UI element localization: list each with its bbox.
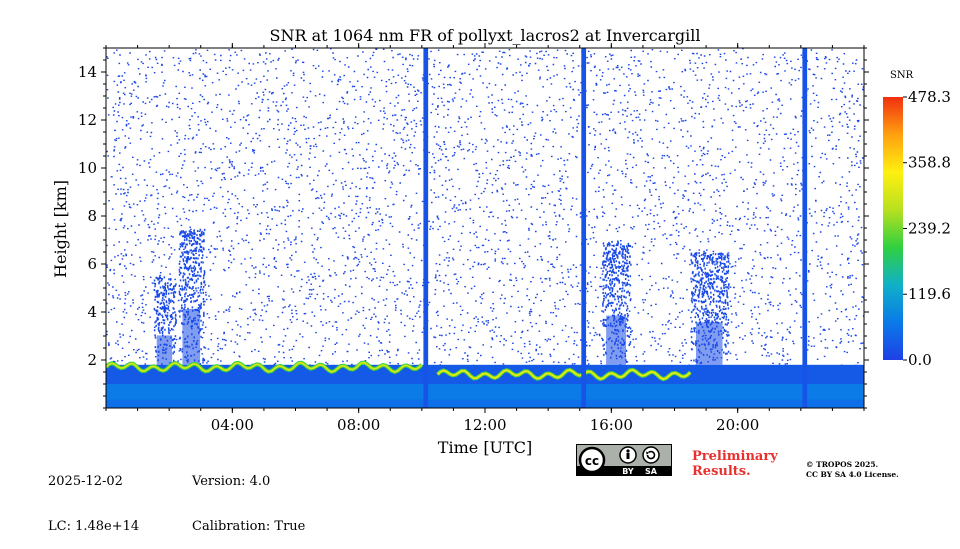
svg-text:SA: SA <box>645 467 658 476</box>
colorbar-label: SNR <box>890 70 914 81</box>
copyright-line-2: CC BY SA 4.0 License. <box>806 470 899 479</box>
cloud-plume-4 <box>690 252 730 365</box>
cc-icon <box>578 446 606 474</box>
preliminary-line-1: Preliminary <box>692 449 778 464</box>
signal-column-2 <box>581 48 587 408</box>
cc-license-badge: cc BY SA <box>576 444 672 476</box>
y-axis-label: Height [km] <box>51 180 70 278</box>
aerosol-layer-2 <box>436 368 691 381</box>
y-tick-label: 12 <box>78 111 97 129</box>
svg-text:BY: BY <box>622 467 634 476</box>
chart-title: SNR at 1064 nm FR of pollyxt_lacros2 at … <box>270 26 701 45</box>
x-tick-label: 04:00 <box>211 416 254 434</box>
colorbar <box>883 97 903 360</box>
y-tick-label: 8 <box>87 207 97 225</box>
x-tick-label: 16:00 <box>590 416 633 434</box>
svg-text:cc: cc <box>585 454 599 468</box>
y-tick-label: 10 <box>78 159 97 177</box>
x-tick-label: 12:00 <box>463 416 506 434</box>
x-tick-label: 08:00 <box>337 416 380 434</box>
cloud-core-1 <box>156 335 173 365</box>
footer-calibration: Calibration: True <box>192 519 306 534</box>
footer-date: 2025-12-02 <box>48 474 123 489</box>
colorbar-tick-label: 239.2 <box>908 219 951 237</box>
y-tick-label: 4 <box>87 303 97 321</box>
y-tick-label: 6 <box>87 255 97 273</box>
boundary-band-base-1 <box>106 399 864 408</box>
footer-version: Version: 4.0 <box>192 474 271 489</box>
chart: SNR at 1064 nm FR of pollyxt_lacros2 at … <box>51 26 951 457</box>
cloud-plume-1 <box>153 276 177 366</box>
colorbar-tick-label: 0.0 <box>908 351 932 369</box>
y-tick-label: 14 <box>78 63 97 81</box>
colorbar-tick-label: 478.3 <box>908 88 951 106</box>
noise-speckle <box>106 48 864 408</box>
colorbar-tick-label: 358.8 <box>908 154 951 172</box>
heatmap-area <box>106 48 864 408</box>
x-tick-label: 20:00 <box>716 416 759 434</box>
copyright-line-1: © TROPOS 2025. <box>806 460 879 469</box>
signal-column-1 <box>423 48 429 408</box>
footer-lc: LC: 1.48e+14 <box>48 519 140 534</box>
x-axis-label: Time [UTC] <box>438 438 532 457</box>
cloud-plume-2 <box>178 228 206 366</box>
colorbar-tick-label: 119.6 <box>908 285 951 303</box>
sa-icon <box>642 446 660 464</box>
aerosol-layer-1 <box>106 361 423 373</box>
signal-column-3 <box>802 48 808 408</box>
y-tick-label: 2 <box>87 351 97 369</box>
preliminary-line-2: Results. <box>692 464 751 479</box>
cloud-plume-3 <box>601 240 632 363</box>
